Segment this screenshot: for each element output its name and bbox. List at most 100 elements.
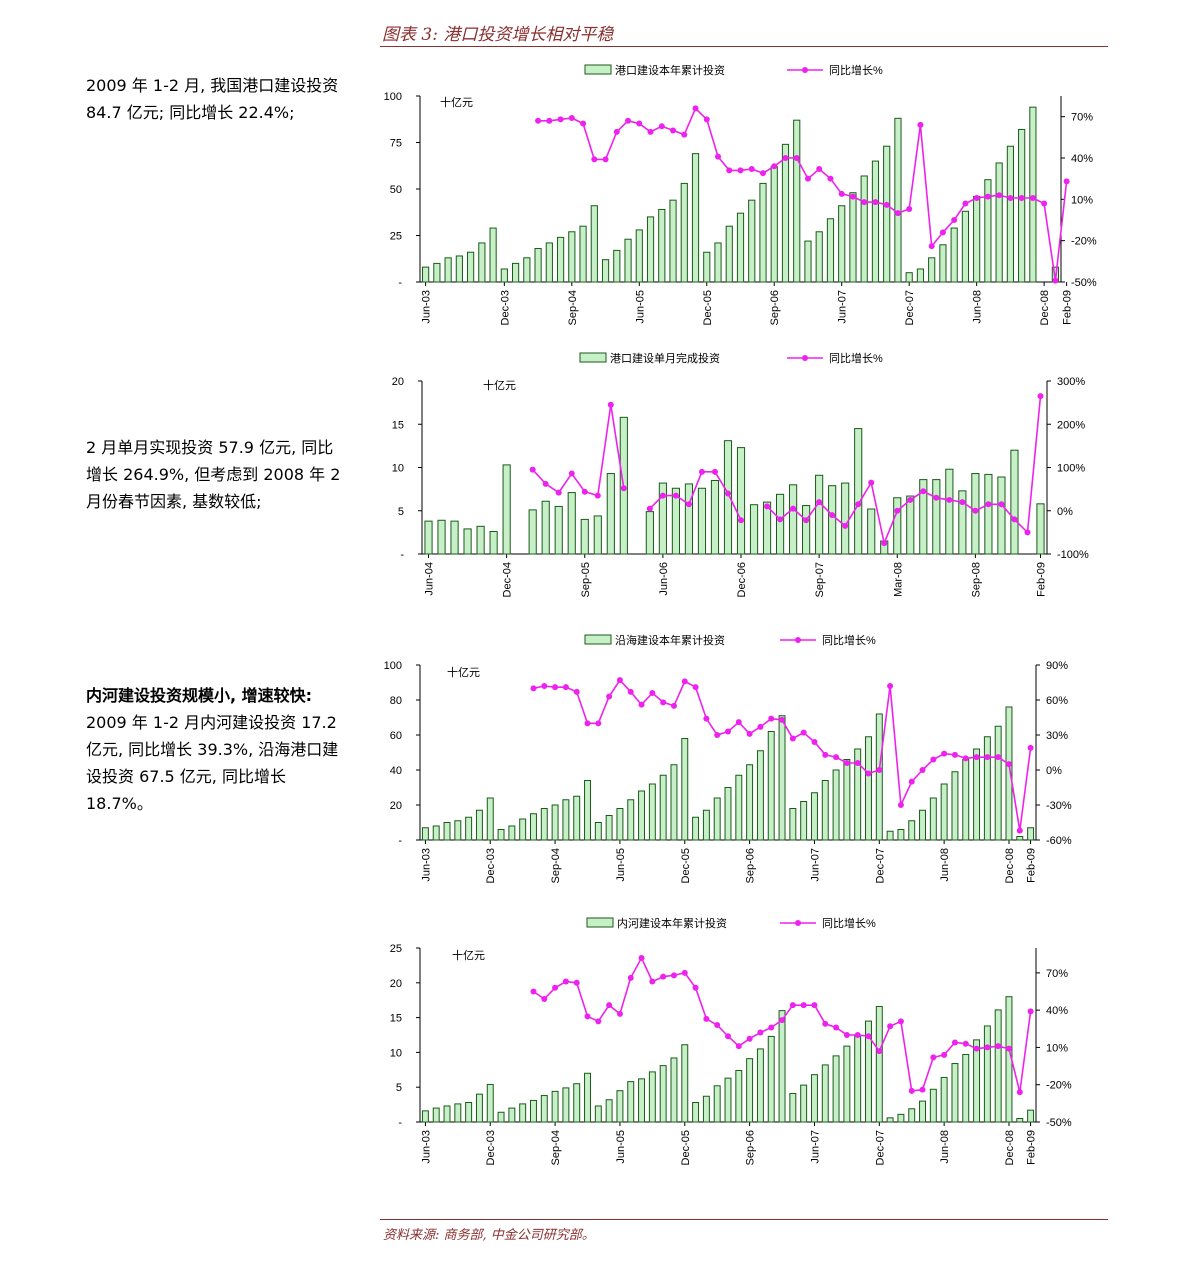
bar — [601, 259, 610, 283]
x-tick-label: Dec-08 — [1004, 1130, 1016, 1165]
x-tick-label: Dec-06 — [736, 562, 748, 597]
growth-point — [530, 988, 537, 995]
legend-bar-label: 沿海建设本年累计投资 — [615, 633, 725, 647]
bar — [508, 1107, 516, 1123]
bar — [800, 1084, 808, 1123]
legend-line-label: 同比增长% — [822, 916, 876, 930]
bar — [994, 1009, 1002, 1123]
growth-point — [984, 1044, 991, 1051]
growth-point — [726, 167, 733, 174]
bar — [545, 242, 553, 283]
y2-tick-label: 40% — [1071, 153, 1093, 165]
bar — [497, 1111, 505, 1123]
growth-point — [789, 1002, 796, 1009]
y-tick-label: 5 — [398, 506, 404, 518]
x-tick-label: Jun-07 — [809, 1130, 821, 1164]
growth-point — [919, 1086, 926, 1093]
bar — [746, 764, 754, 841]
growth-point — [1011, 516, 1018, 523]
bar — [713, 797, 721, 841]
bar — [945, 468, 954, 555]
bar — [714, 242, 722, 283]
growth-point — [607, 401, 614, 408]
x-tick-label: Sep-04 — [550, 1130, 562, 1165]
bar — [638, 790, 646, 841]
growth-point — [711, 468, 718, 475]
growth-point — [746, 730, 753, 737]
chart-port-cumulative: - 25 50 75 100 -50% -20% 10% 40% 70% Jun-03 Dec-03 S… — [384, 63, 1097, 325]
bar — [681, 738, 689, 841]
bar — [1018, 128, 1026, 283]
bar — [710, 479, 720, 555]
bar — [671, 487, 680, 555]
growth-point — [672, 492, 679, 499]
bar — [865, 1020, 872, 1123]
growth-point — [759, 170, 766, 177]
bar — [540, 808, 548, 841]
bar — [1016, 1118, 1024, 1123]
x-tick-label: Dec-07 — [874, 848, 886, 883]
bar — [573, 1083, 581, 1123]
bar — [826, 218, 835, 283]
bar — [995, 162, 1003, 283]
growth-point — [868, 479, 875, 486]
bar — [793, 119, 801, 283]
legend-bar-label: 港口建设单月完成投资 — [610, 351, 720, 365]
growth-point — [782, 155, 789, 161]
y-tick-label: 20 — [390, 800, 402, 812]
growth-point — [838, 190, 845, 197]
bar — [950, 227, 958, 283]
bar — [1016, 836, 1024, 841]
growth-point — [951, 751, 958, 758]
growth-point — [620, 485, 627, 492]
bar — [437, 519, 446, 555]
growth-point — [562, 684, 569, 691]
growth-point — [616, 1010, 623, 1017]
bar — [523, 257, 531, 283]
bar — [616, 1090, 624, 1123]
y2-tick-label: 300% — [1057, 376, 1085, 388]
bar — [893, 497, 902, 555]
bar — [886, 830, 894, 841]
growth-point — [897, 802, 904, 808]
bar — [580, 518, 589, 555]
x-tick-label: Dec-05 — [680, 848, 692, 883]
bar — [568, 231, 576, 283]
growth-point — [779, 716, 786, 723]
growth-point — [928, 243, 935, 250]
bar — [971, 473, 980, 555]
growth-point — [941, 1051, 948, 1058]
bar — [528, 509, 537, 555]
bar — [832, 769, 840, 841]
bar — [854, 428, 863, 555]
growth-point — [854, 1032, 861, 1038]
growth-point — [811, 739, 818, 745]
bar — [1029, 106, 1037, 283]
bar — [789, 1092, 797, 1123]
y-tick-label: - — [398, 1117, 402, 1129]
growth-point — [627, 974, 634, 981]
growth-point — [951, 217, 958, 223]
legend-bar-swatch — [586, 917, 614, 928]
growth-point — [638, 701, 645, 708]
growth-point — [768, 715, 775, 722]
x-tick-label: Dec-05 — [702, 290, 714, 325]
growth-point — [876, 767, 883, 773]
x-tick-label: Dec-08 — [1039, 290, 1051, 325]
bar — [886, 1117, 894, 1123]
bar — [584, 1072, 591, 1123]
growth-point — [594, 492, 601, 499]
bar — [804, 240, 812, 283]
y-tick-label: - — [398, 835, 402, 847]
bar — [511, 262, 520, 283]
growth-point — [625, 117, 632, 124]
bar — [778, 1010, 786, 1123]
growth-point — [887, 1023, 894, 1030]
x-tick-label: Feb-09 — [1062, 290, 1074, 325]
bar — [1036, 503, 1045, 555]
growth-point — [1027, 1008, 1034, 1015]
bar — [475, 1093, 483, 1123]
bar — [486, 797, 494, 841]
unit-label: 十亿元 — [452, 948, 485, 962]
growth-point — [714, 732, 721, 738]
